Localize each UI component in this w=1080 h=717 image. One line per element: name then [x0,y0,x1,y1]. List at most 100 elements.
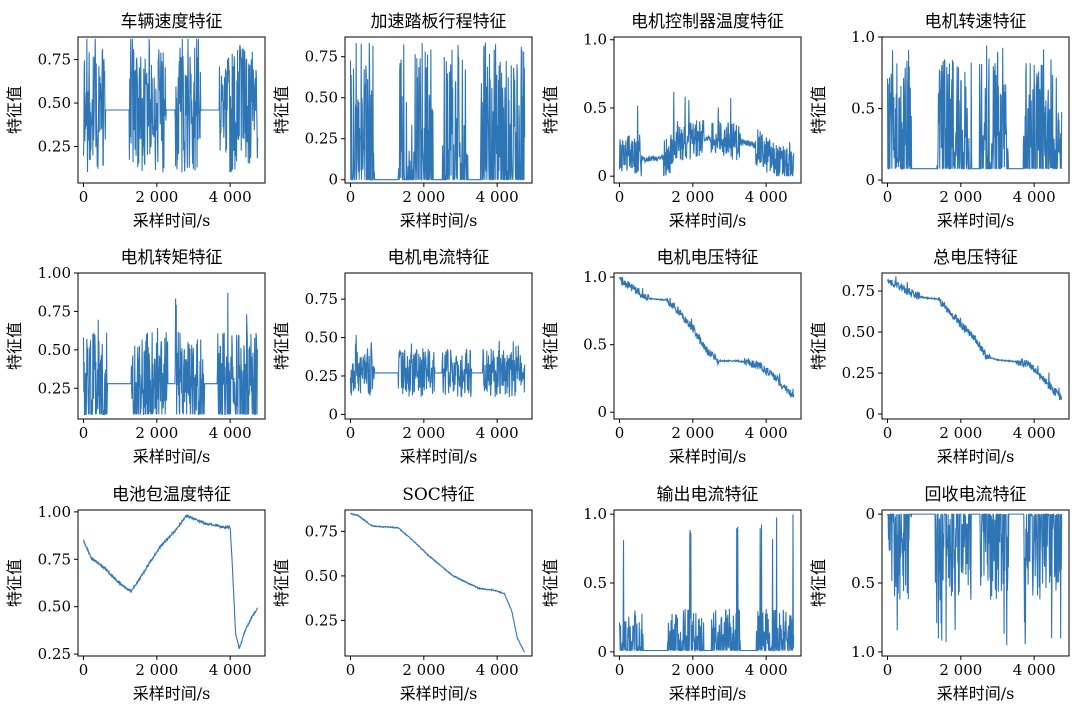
x-tick-label: 2 000 [939,188,982,206]
x-tick-label: 0 [883,188,893,206]
x-tick-label: 4 000 [1013,661,1056,679]
y-tick-label: 0.5 [583,336,607,354]
x-tick-label: 0 [79,188,89,206]
subplot-7: 电机电压特征 0 2 000 4 000 0 0.5 1.0 采样时间/s 特征值 [541,248,802,466]
subplot-title: 电机转速特征 [925,12,1027,32]
x-tick-label: 2 000 [402,424,445,442]
plot-frame [77,272,266,420]
y-tick-label: 0.75 [305,522,338,540]
x-tick-label: 2 000 [402,188,445,206]
x-tick-label: 0 [79,661,89,679]
x-tick-label: 2 000 [135,661,178,679]
y-axis-label: 特征值 [541,559,560,607]
x-axis-label: 采样时间/s [133,211,211,230]
subplot-title: 加速踏板行程特征 [371,12,507,32]
y-axis-label: 特征值 [809,559,828,607]
y-tick-label: 0.50 [305,567,338,585]
y-tick-label: 0 [865,405,875,423]
x-tick-label: 0 [346,188,356,206]
series-line [618,514,795,653]
x-tick-label: 2 000 [939,661,982,679]
subplot-title: SOC特征 [402,485,475,505]
series-line [886,512,1063,646]
x-tick-label: 4 000 [209,661,252,679]
series-line [618,91,795,177]
y-axis-label: 特征值 [541,322,560,370]
y-tick-label: 0.75 [305,290,338,308]
x-axis-label: 采样时间/s [400,447,478,466]
y-tick-label: 0.25 [305,611,338,629]
y-tick-label: 0.75 [38,51,71,69]
subplot-1: 车辆速度特征 0 2 000 4 000 0.25 0.50 0.75 采样时间/s 特征值 [5,12,266,230]
y-tick-label: 0.75 [38,302,71,320]
x-axis-label: 采样时间/s [937,211,1015,230]
y-axis-label: 特征值 [5,86,24,134]
series-line [82,38,259,173]
x-axis-label: 采样时间/s [937,684,1015,703]
x-tick-label: 0 [346,424,356,442]
x-tick-label: 4 000 [1013,188,1056,206]
series-line [618,276,795,398]
x-axis-label: 采样时间/s [669,447,747,466]
y-tick-label: 0 [597,403,607,421]
y-axis-label: 特征值 [272,322,291,370]
x-tick-label: 4 000 [476,188,519,206]
x-tick-label: 4 000 [476,424,519,442]
x-tick-label: 4 000 [745,424,788,442]
y-tick-label: 0.50 [305,89,338,107]
x-tick-label: 0 [883,661,893,679]
subplot-title: 电机转矩特征 [121,248,223,268]
y-tick-label: 0.50 [38,94,71,112]
series-line [82,292,259,416]
y-tick-label: 0.5 [583,99,607,117]
y-tick-label: 0.5 [851,574,875,592]
y-axis-label: 特征值 [272,559,291,607]
subplot-title: 输出电流特征 [657,485,759,505]
x-tick-label: 4 000 [1013,424,1056,442]
x-tick-label: 2 000 [671,188,714,206]
y-tick-label: 1.0 [851,28,875,46]
y-tick-label: 0.25 [305,130,338,148]
x-tick-label: 0 [883,424,893,442]
x-axis-label: 采样时间/s [669,684,747,703]
subplot-title: 电机电压特征 [657,248,759,268]
series-line [350,512,526,653]
plot-frame [613,272,802,420]
subplot-title: 电机控制器温度特征 [631,12,784,32]
x-tick-label: 0 [79,424,89,442]
plot-frame [77,509,266,657]
x-tick-label: 0 [615,661,625,679]
y-axis-label: 特征值 [809,86,828,134]
y-tick-label: 1.00 [38,264,71,282]
x-axis-label: 采样时间/s [133,684,211,703]
subplot-10: SOC特征 0 2 000 4 000 0.25 0.50 0.75 采样时间/s 特征值 [272,485,533,703]
subplot-title: 总电压特征 [933,248,1018,268]
y-tick-label: 0 [328,405,338,423]
y-axis-label: 特征值 [5,322,24,370]
subplot-title: 回收电流特征 [925,485,1027,505]
x-axis-label: 采样时间/s [133,447,211,466]
series-line [349,334,526,398]
subplot-6: 电机电流特征 0 2 000 4 000 0 0.25 0.50 0.75 采样时间/s 特征值 [272,248,533,466]
x-tick-label: 2 000 [671,661,714,679]
y-tick-label: 0 [597,167,607,185]
x-axis-label: 采样时间/s [400,684,478,703]
y-tick-label: 0.25 [38,138,71,156]
plot-frame [881,36,1070,184]
y-tick-label: 0.75 [38,550,71,568]
y-axis-label: 特征值 [541,86,560,134]
y-tick-label: 0.5 [583,574,607,592]
subplot-9: 电池包温度特征 0 2 000 4 000 0.25 0.50 0.75 1.00 采样时间/s… [5,485,266,703]
y-tick-label: 0.25 [842,364,875,382]
y-axis-label: 特征值 [272,86,291,134]
x-tick-label: 2 000 [671,424,714,442]
y-tick-label: 0 [597,643,607,661]
series-line [886,45,1063,171]
plot-frame [344,272,533,420]
y-tick-label: 1.0 [583,505,607,523]
plot-frame [613,36,802,184]
y-tick-label: 1.0 [583,268,607,286]
subplot-5: 电机转矩特征 0 2 000 4 000 0.25 0.50 0.75 1.00 采样时间/s 特… [5,248,266,466]
y-tick-label: 0.50 [842,323,875,341]
series-line [349,42,526,182]
